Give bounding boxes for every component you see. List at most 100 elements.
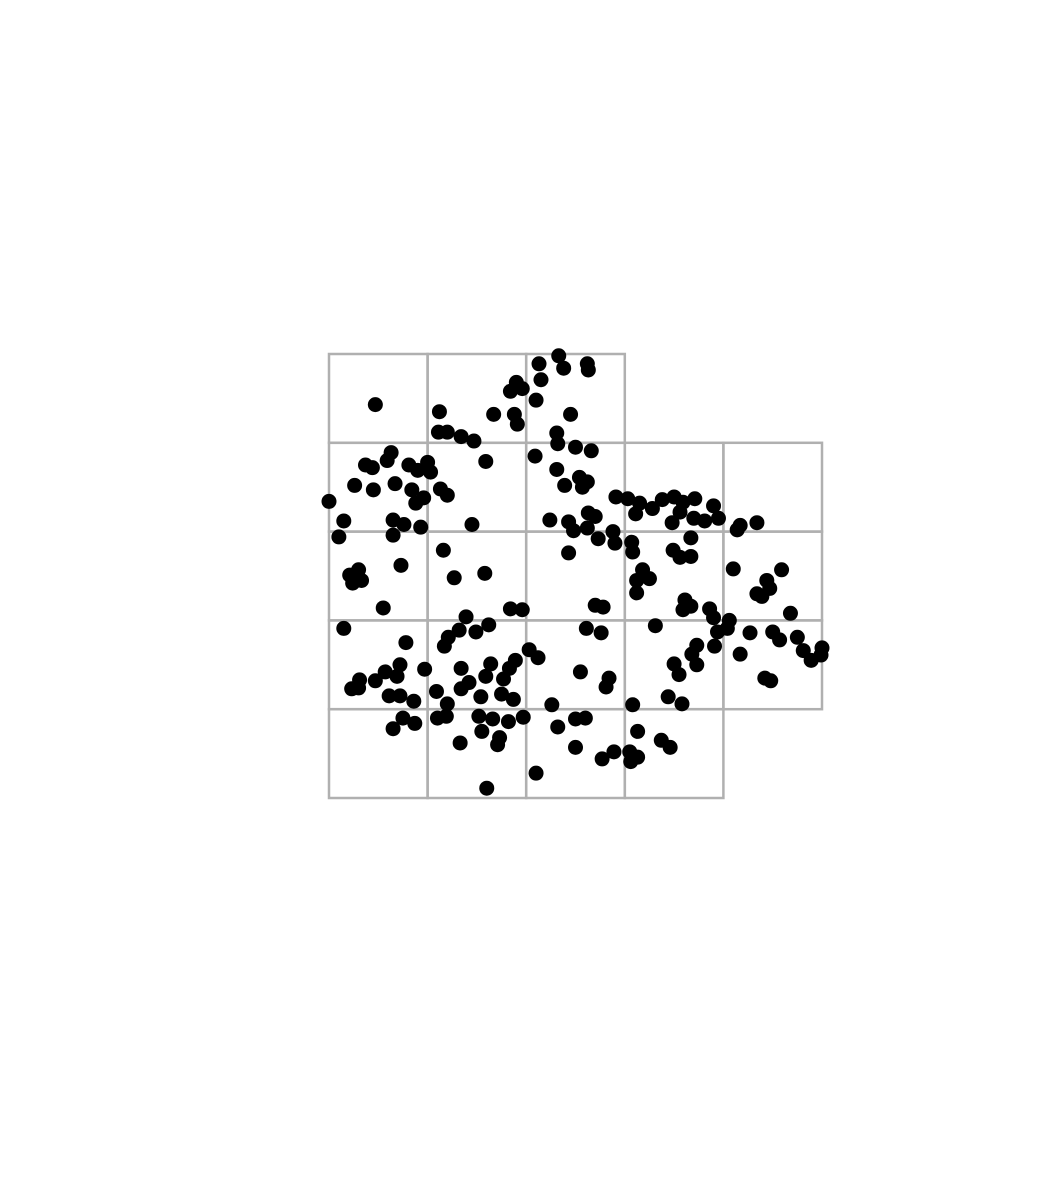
point	[531, 356, 547, 372]
point	[478, 453, 494, 469]
point	[379, 453, 395, 469]
point	[509, 416, 525, 432]
point	[471, 708, 487, 724]
point	[557, 477, 573, 493]
point	[608, 489, 624, 505]
point	[578, 620, 594, 636]
point	[451, 622, 467, 638]
point	[742, 625, 758, 641]
grid-cell	[524, 619, 627, 711]
point	[671, 667, 687, 683]
grid-cell	[722, 619, 824, 711]
point	[440, 629, 456, 645]
point	[385, 721, 401, 737]
point	[629, 572, 645, 588]
point	[351, 680, 367, 696]
point	[514, 602, 530, 618]
point	[453, 429, 469, 445]
point	[395, 710, 411, 726]
point	[641, 571, 657, 587]
point	[483, 656, 499, 672]
point	[729, 522, 745, 538]
point	[630, 723, 646, 739]
point	[392, 657, 408, 673]
point	[406, 693, 422, 709]
point	[707, 638, 723, 654]
point	[387, 476, 403, 492]
point	[593, 625, 609, 641]
point	[389, 668, 405, 684]
point	[514, 381, 530, 397]
point	[774, 562, 790, 578]
point	[629, 585, 645, 601]
point	[404, 482, 420, 498]
point	[782, 605, 798, 621]
point	[732, 646, 748, 662]
point	[754, 588, 770, 604]
point	[594, 751, 610, 767]
point	[660, 689, 676, 705]
point	[439, 696, 455, 712]
point	[533, 372, 549, 388]
point	[364, 460, 380, 476]
point	[706, 498, 722, 514]
point	[789, 629, 805, 645]
point	[583, 443, 599, 459]
point	[365, 482, 381, 498]
point	[485, 711, 501, 727]
point	[481, 617, 497, 633]
point	[579, 474, 595, 490]
point	[814, 640, 830, 656]
point	[563, 406, 579, 422]
point	[461, 675, 477, 691]
point	[413, 519, 429, 535]
point	[662, 739, 678, 755]
point	[568, 739, 583, 755]
point	[423, 464, 439, 480]
point	[580, 362, 596, 378]
point	[683, 548, 699, 564]
point	[473, 689, 489, 705]
point	[375, 600, 391, 616]
point	[466, 433, 482, 449]
point	[367, 397, 383, 413]
point	[620, 491, 636, 507]
point	[515, 709, 531, 725]
point	[468, 624, 484, 640]
point	[507, 652, 523, 668]
point	[385, 527, 401, 543]
point	[674, 696, 690, 712]
point	[435, 542, 451, 558]
point	[494, 686, 510, 702]
point	[706, 610, 722, 626]
point	[625, 544, 641, 560]
point	[719, 620, 735, 636]
point	[453, 660, 469, 676]
point	[625, 697, 641, 713]
point	[542, 512, 558, 528]
point	[672, 504, 688, 520]
point	[644, 501, 660, 517]
point	[393, 557, 409, 573]
point	[654, 492, 670, 508]
point	[595, 599, 611, 615]
point	[710, 510, 726, 526]
point	[381, 688, 397, 704]
point	[628, 506, 644, 522]
point	[772, 632, 788, 648]
point	[725, 561, 741, 577]
point	[452, 735, 468, 751]
point	[556, 360, 572, 376]
point	[579, 520, 595, 536]
point	[417, 661, 433, 677]
point	[749, 515, 765, 531]
point	[439, 424, 455, 440]
point	[407, 715, 423, 731]
point	[446, 570, 462, 586]
point	[429, 710, 445, 726]
point	[664, 515, 680, 531]
point	[398, 635, 414, 651]
point	[572, 664, 588, 680]
